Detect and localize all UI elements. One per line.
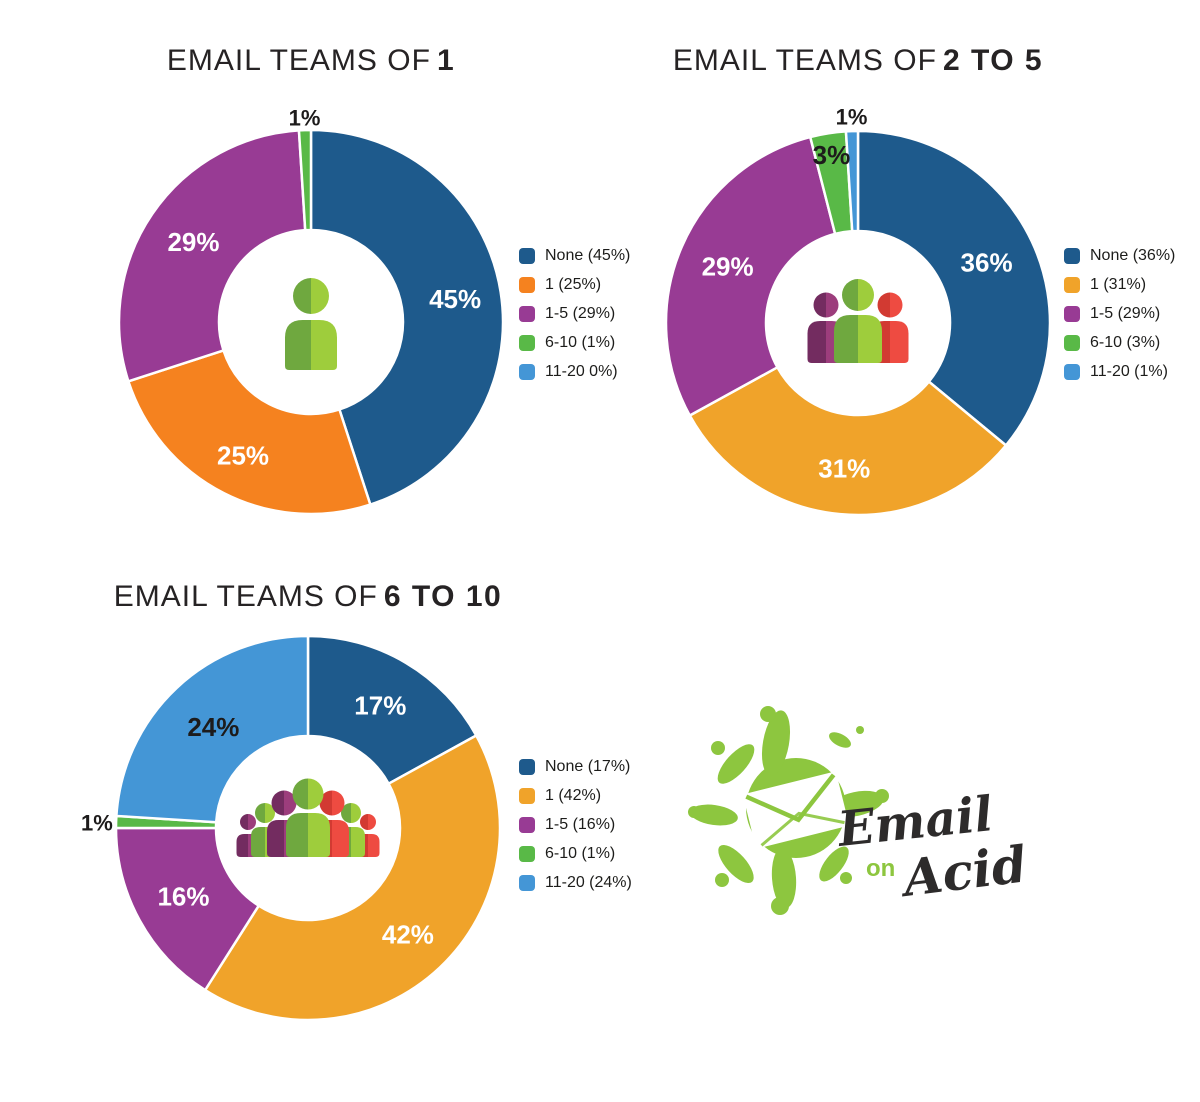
slice-6-10 xyxy=(297,128,313,232)
legend-label: 6-10 (3%) xyxy=(1090,333,1161,351)
legend-swatch xyxy=(1064,276,1080,293)
legend-swatch xyxy=(519,247,535,264)
chart3-title-regular: EMAIL TEAMS OF xyxy=(113,580,378,613)
slice-label-None: 36% xyxy=(961,248,1013,278)
legend-item-1: 1 (31%) xyxy=(1064,270,1175,299)
slice-label-1-5: 16% xyxy=(157,881,209,911)
legend-label: 11-20 0%) xyxy=(545,362,618,380)
slice-label-11-20: 1% xyxy=(836,105,868,130)
donut-chart-teams-of-2-5: 36% 31% 29% 3% 1% xyxy=(664,105,1052,517)
legend-item-1-5: 1-5 (16%) xyxy=(519,810,632,839)
team-of-three-icon xyxy=(807,279,909,363)
legend-label: 1-5 (16%) xyxy=(545,815,616,833)
legend-item-1-5: 1-5 (29%) xyxy=(519,299,630,328)
slice-1 xyxy=(203,734,502,1022)
chart3-title-bold: 6 TO 10 xyxy=(383,580,503,613)
email-on-acid-logo: Email on Acid xyxy=(688,706,1030,915)
envelope-icon xyxy=(743,771,849,849)
slice-label-1-5: 29% xyxy=(167,227,219,257)
legend-label: 1 (31%) xyxy=(1090,275,1147,293)
chart1-title-regular: EMAIL TEAMS OF xyxy=(166,44,431,77)
chart3-legend: None (17%) 1 (42%) 1-5 (16%) 6-10 (1%) 11-20… xyxy=(519,752,632,897)
slice-1-5 xyxy=(114,826,260,992)
legend-item-11-20: 11-20 (24%) xyxy=(519,868,632,897)
chart2-title-regular: EMAIL TEAMS OF xyxy=(672,44,937,77)
legend-swatch xyxy=(519,787,535,804)
slice-label-1: 42% xyxy=(382,919,434,949)
legend-label: 1-5 (29%) xyxy=(1090,304,1161,322)
legend-item-None: None (17%) xyxy=(519,752,632,781)
legend-item-6-10: 6-10 (3%) xyxy=(1064,328,1175,357)
chart1-title-bold: 1 xyxy=(436,44,456,77)
legend-swatch xyxy=(519,758,535,775)
legend-label: 11-20 (24%) xyxy=(545,873,632,891)
legend-swatch xyxy=(519,276,535,293)
slice-1-5 xyxy=(117,129,307,383)
slice-label-6-10: 3% xyxy=(813,140,851,170)
legend-label: None (36%) xyxy=(1090,246,1176,264)
slice-label-None: 45% xyxy=(429,284,481,314)
legend-item-1: 1 (42%) xyxy=(519,781,632,810)
team-crowd-icon xyxy=(236,778,380,857)
chart3-title: EMAIL TEAMS OF 6 TO 10 xyxy=(68,580,548,614)
legend-swatch xyxy=(519,874,535,891)
legend-label: None (45%) xyxy=(545,246,631,264)
chart1-title: EMAIL TEAMS OF 1 xyxy=(71,44,551,78)
slice-None xyxy=(306,634,478,785)
slice-label-None: 17% xyxy=(354,691,406,721)
legend-item-11-20: 11-20 (1%) xyxy=(1064,357,1175,386)
legend-swatch xyxy=(1064,305,1080,322)
slice-11-20 xyxy=(115,634,310,824)
slice-1 xyxy=(688,366,1008,517)
legend-swatch xyxy=(1064,334,1080,351)
slice-None xyxy=(309,128,505,506)
slice-label-11-20: 24% xyxy=(187,712,239,742)
legend-swatch xyxy=(519,305,535,322)
legend-swatch xyxy=(1064,363,1080,380)
chart1-legend: None (45%) 1 (25%) 1-5 (29%) 6-10 (1%) 11-20… xyxy=(519,241,630,386)
slice-label-1: 25% xyxy=(217,440,269,470)
legend-swatch xyxy=(1064,247,1080,264)
chart2-title: EMAIL TEAMS OF 2 TO 5 xyxy=(618,44,1098,78)
legend-item-1: 1 (25%) xyxy=(519,270,630,299)
legend-item-None: None (45%) xyxy=(519,241,630,270)
slice-None xyxy=(856,129,1052,447)
legend-label: 6-10 (1%) xyxy=(545,333,616,351)
legend-label: 6-10 (1%) xyxy=(545,844,616,862)
slice-label-1-5: 29% xyxy=(702,252,754,282)
donut-chart-teams-of-1: 45% 25% 29% 1% xyxy=(117,106,505,516)
chart2-title-bold: 2 TO 5 xyxy=(942,44,1044,77)
legend-label: 1-5 (29%) xyxy=(545,304,616,322)
legend-item-1-5: 1-5 (29%) xyxy=(1064,299,1175,328)
logo-word-on: on xyxy=(866,855,895,882)
team-of-one-icon xyxy=(285,278,337,370)
slice-label-6-10: 1% xyxy=(81,810,113,835)
legend-label: None (17%) xyxy=(545,757,631,775)
legend-item-6-10: 6-10 (1%) xyxy=(519,328,630,357)
legend-label: 1 (42%) xyxy=(545,786,602,804)
legend-swatch xyxy=(519,816,535,833)
legend-swatch xyxy=(519,845,535,862)
legend-label: 1 (25%) xyxy=(545,275,602,293)
slice-1 xyxy=(127,349,372,516)
slice-1-5 xyxy=(664,135,837,417)
legend-swatch xyxy=(519,363,535,380)
slice-label-6-10: 1% xyxy=(289,106,321,131)
slice-label-1: 31% xyxy=(818,453,870,483)
legend-label: 11-20 (1%) xyxy=(1090,362,1168,380)
slice-11-20 xyxy=(844,129,860,233)
legend-item-None: None (36%) xyxy=(1064,241,1175,270)
donut-chart-teams-of-6-10: 17% 42% 16% 1% 24% xyxy=(81,634,502,1022)
legend-item-6-10: 6-10 (1%) xyxy=(519,839,632,868)
legend-swatch xyxy=(519,334,535,351)
chart2-legend: None (36%) 1 (31%) 1-5 (29%) 6-10 (3%) 11-20… xyxy=(1064,241,1175,386)
legend-item-11-20: 11-20 0%) xyxy=(519,357,630,386)
